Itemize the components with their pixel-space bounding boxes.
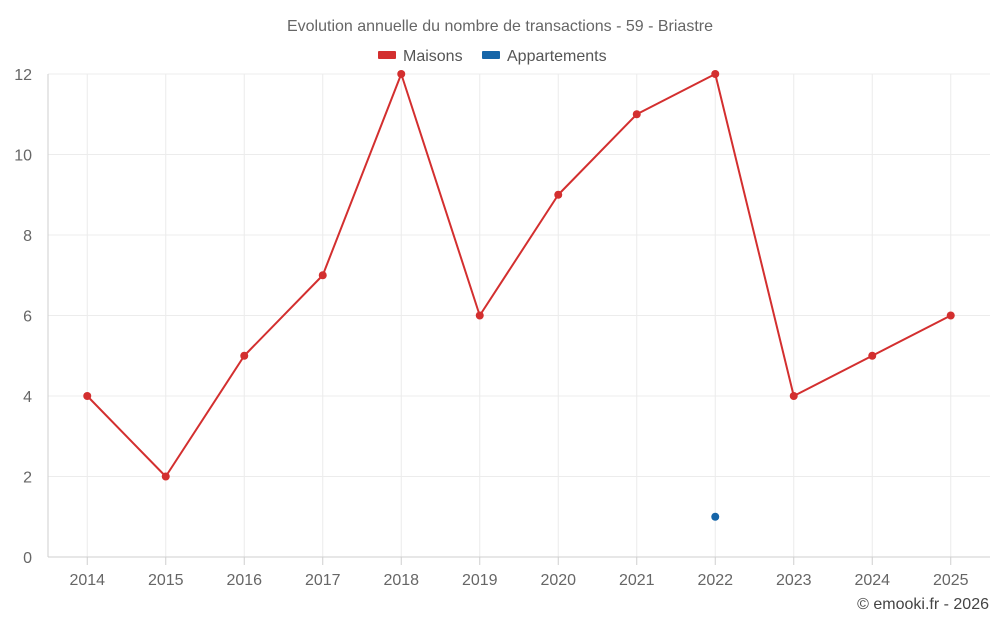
x-tick-label: 2019 [462, 572, 498, 589]
y-tick-label: 12 [14, 67, 32, 84]
legend-label-appartements: Appartements [507, 48, 607, 65]
x-tick-label: 2024 [854, 572, 890, 589]
y-tick-label: 0 [23, 550, 32, 567]
data-point-maisons-2019[interactable] [475, 311, 484, 320]
data-point-maisons-2015[interactable] [161, 472, 170, 481]
x-tick-label: 2014 [69, 572, 105, 589]
legend-item-appartements[interactable]: Appartements [482, 48, 607, 65]
legend-label-maisons: Maisons [403, 48, 463, 65]
chart-title: Evolution annuelle du nombre de transact… [287, 18, 713, 35]
data-point-maisons-2018[interactable] [397, 70, 406, 78]
data-point-appartements-2022[interactable] [711, 512, 720, 521]
y-tick-label: 6 [23, 309, 32, 326]
data-point-maisons-2017[interactable] [318, 271, 327, 280]
legend-swatch-appartements [482, 51, 500, 59]
data-point-maisons-2020[interactable] [554, 190, 563, 199]
x-tick-label: 2021 [619, 572, 655, 589]
data-point-maisons-2016[interactable] [240, 351, 249, 360]
x-tick-label: 2025 [933, 572, 969, 589]
x-tick-label: 2020 [540, 572, 576, 589]
x-tick-label: 2015 [148, 572, 184, 589]
data-point-maisons-2024[interactable] [868, 351, 877, 360]
grid [48, 73, 990, 557]
data-point-maisons-2023[interactable] [789, 392, 798, 400]
y-tick-label: 8 [23, 228, 32, 245]
legend-item-maisons[interactable]: Maisons [378, 48, 463, 65]
x-tick-label: 2022 [697, 572, 733, 589]
x-tick-label: 2016 [226, 572, 262, 589]
y-tick-label: 10 [14, 148, 32, 165]
data-point-maisons-2022[interactable] [711, 70, 720, 78]
legend: Maisons Appartements [378, 48, 607, 65]
series [83, 70, 955, 521]
legend-swatch-maisons [378, 51, 396, 59]
y-tick-label: 2 [23, 470, 32, 487]
x-tick-label: 2017 [305, 572, 341, 589]
data-point-maisons-2025[interactable] [946, 311, 955, 320]
data-point-maisons-2014[interactable] [83, 392, 92, 400]
y-tick-label: 4 [23, 389, 32, 406]
data-point-maisons-2021[interactable] [632, 110, 641, 119]
credit-text: © emooki.fr - 2026 [857, 596, 989, 613]
x-tick-label: 2018 [383, 572, 419, 589]
x-tick-label: 2023 [776, 572, 812, 589]
axes: 0 2 4 6 8 10 12 2014 2015 2016 2017 2018 2019 2020 202… [14, 67, 990, 589]
series-line-maisons [86, 73, 952, 478]
